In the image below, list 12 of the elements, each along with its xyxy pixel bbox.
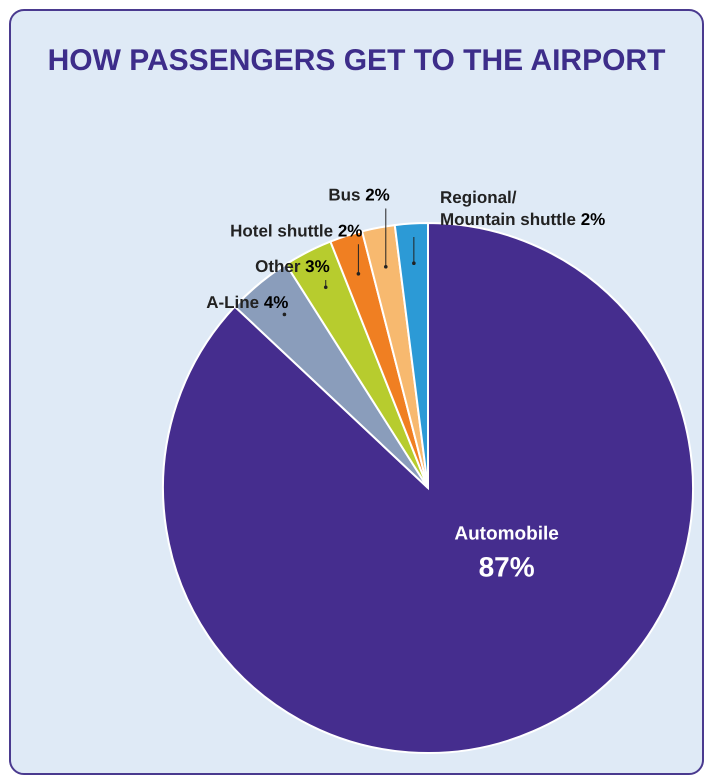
- data-label: 4%: [264, 292, 288, 312]
- slice-label: Bus: [328, 185, 360, 204]
- data-label: 87%: [478, 552, 535, 583]
- slice-label: Automobile: [454, 524, 559, 545]
- data-label: 3%: [305, 257, 330, 276]
- chart-title: HOW PASSENGERS GET TO THE AIRPORT: [48, 44, 666, 77]
- data-label: 2%: [338, 221, 362, 240]
- slice-label: Hotel shuttle: [230, 221, 334, 240]
- slice-label: A-Line: [206, 292, 260, 312]
- slice-label: Regional/Mountain shuttle: [440, 188, 576, 229]
- data-label: 2%: [580, 210, 606, 229]
- data-label: 2%: [365, 185, 390, 204]
